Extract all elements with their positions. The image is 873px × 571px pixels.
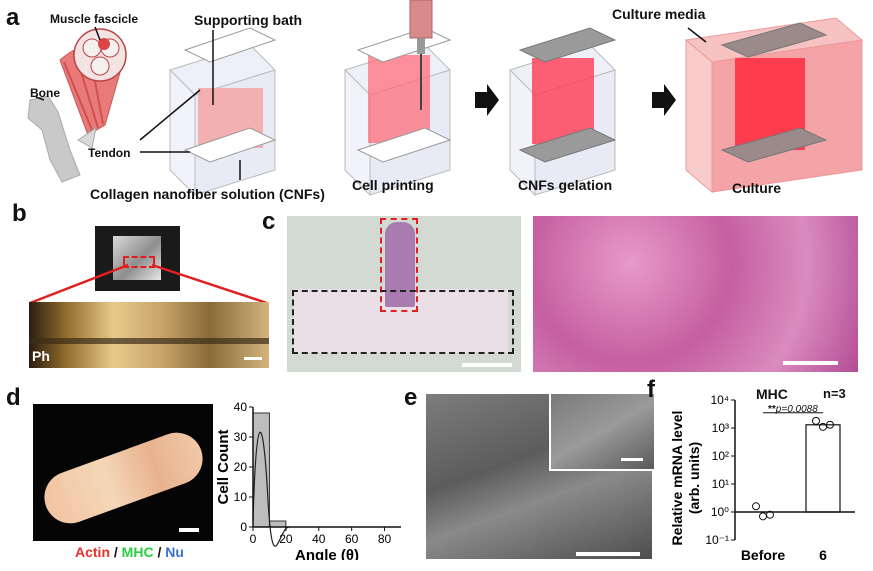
panel-e-sem-inset [549,394,654,471]
data-point [812,416,820,425]
panel-b-zoom-lines [29,263,268,305]
supporting-bath-1 [169,27,277,197]
y-axis-label: Relative mRNA level(arb. units) [669,411,702,546]
panel-f-title: MHC [756,386,788,402]
data-point [819,422,827,431]
panel-c-section-overview [287,216,521,372]
label-muscle-fascicle: Muscle fascicle [50,12,139,26]
inset-box-red [380,218,418,312]
y-tick-label: 10¹ [712,477,729,491]
data-point [752,502,760,511]
culture-container [684,17,864,194]
y-tick-label: 10⁰ [711,505,729,519]
panel-b-micrograph [29,302,269,368]
data-point [759,512,767,521]
scale-bar-e [576,552,640,556]
x-tick-label: 0 [250,532,257,546]
scale-bar-c2 [783,361,838,365]
panel-d-confocal-image [33,404,213,541]
y-tick-label: 20 [234,460,248,474]
scale-bar-d [179,528,199,532]
y-tick-label: 10³ [712,421,729,435]
panel-letter-c: c [262,208,276,235]
scale-bar-e-inset [621,458,643,461]
x-tick-label: Before [741,547,786,563]
chart-mrna-level: Before 6 10⁻¹ 10⁰ 10¹ 10² 10³ 10⁴ Relative mRNA … [669,393,855,563]
panel-letter-e: e [404,384,418,411]
panel-c-he-micrograph [533,216,858,372]
process-arrow-2 [652,84,676,116]
y-tick-label: 10² [712,449,729,463]
data-point [766,510,774,519]
label-supporting-bath: Supporting bath [194,12,303,28]
panel-letter-b: b [12,200,27,227]
sig-stars: ** [768,404,776,415]
supporting-bath-3 [509,27,617,197]
panel-a-illustration [27,0,864,197]
panel-letter-d: d [6,384,21,411]
scale-bar-c1 [462,363,512,367]
y-axis-label: Cell Count [215,430,232,505]
label-cnfs-gelation: CNFs gelation [518,177,613,193]
panel-letter-a: a [6,4,20,31]
panel-letter-f: f [647,376,655,403]
panel-e-sem-image [426,394,654,559]
label-tendon: Tendon [88,146,131,160]
label-cell-printing: Cell printing [352,177,434,193]
x-tick-label: 80 [378,532,392,546]
y-axis-label-line2: (arb. units) [686,442,702,514]
bar-6 [805,424,841,513]
p-value: p=0.0088 [775,404,818,415]
panel-d-legend: Actin / MHC / Nu [75,544,184,560]
legend-sep-2: / [153,544,166,560]
legend-mhc: MHC [121,544,154,560]
x-tick-label: 40 [312,532,326,546]
legend-actin: Actin [75,544,110,560]
label-ph: Ph [32,348,50,364]
label-bone: Bone [30,86,60,100]
histogram-bar-1 [268,520,287,528]
panel-f-n: n=3 [823,386,846,401]
process-arrow-1 [475,84,499,116]
scale-bar-b [244,357,262,360]
panel-b-macro-photo [95,226,180,291]
x-tick-label: 60 [345,532,359,546]
y-tick-label: 10⁴ [710,393,729,407]
x-axis-label: Angle (θ) [295,547,359,560]
y-tick-label: 0 [240,520,247,534]
label-culture: Culture [732,180,781,196]
y-tick-label: 30 [234,430,248,444]
tendon-shape [77,126,97,149]
data-point [826,420,834,429]
x-tick-label: 6 [819,547,827,563]
legend-sep-1: / [110,544,122,560]
label-cnfs: Collagen nanofiber solution (CNFs) [90,186,325,202]
legend-nu: Nu [165,544,184,560]
x-tick-label: 20 [279,532,293,546]
printer-nozzle-body [409,0,433,39]
panel-f-significance: **p=0.0088 [768,404,818,415]
density-curve [252,431,290,547]
y-tick-label: 10⁻¹ [705,533,729,547]
label-culture-media: Culture media [612,6,706,22]
y-axis-label-line1: Relative mRNA level [669,411,685,546]
y-tick-label: 40 [234,400,248,414]
inset-box-black [292,290,514,354]
y-tick-label: 10 [234,490,248,504]
chart-angle-histogram: 0 10 20 30 40 0 20 40 60 80 Angle (θ) Cell Count [215,400,401,560]
supporting-bath-2 [344,0,452,197]
bone-shape [27,95,81,183]
